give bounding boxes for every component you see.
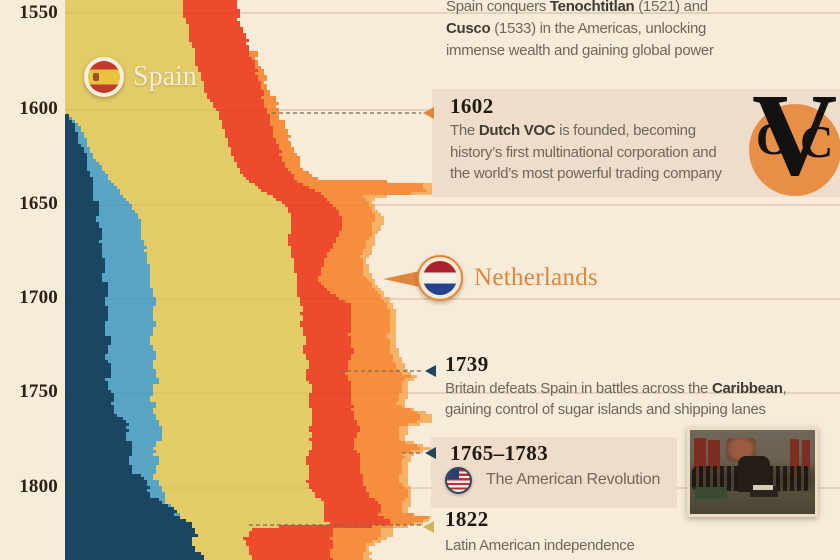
painting-table	[750, 486, 778, 497]
annotation-text: ,	[782, 380, 787, 397]
year-tick-1700: 1700	[19, 287, 58, 308]
annotation-line: Cusco (1533) in the Americas, unlocking	[446, 19, 706, 39]
voc-letter-O: O	[756, 113, 792, 164]
band-yellow	[65, 0, 330, 560]
spain-label: Spain	[84, 57, 197, 97]
annotation-line: history’s first multinational corporatio…	[450, 143, 717, 163]
annotation-text: The	[450, 122, 479, 139]
annotation-line: Britain defeats Spain in battles across …	[445, 379, 787, 399]
annotation-text: (1521) and	[634, 0, 708, 15]
us-flag-icon	[445, 467, 472, 494]
band-red	[183, 0, 390, 560]
netherlands-label: Netherlands	[417, 255, 598, 301]
annotation-bold-text: Cusco	[446, 20, 491, 37]
annotation-text: the world’s most powerful trading compan…	[450, 165, 722, 182]
painting-desk	[695, 487, 727, 499]
annotation-flag-text: The American Revolution	[486, 471, 661, 488]
painting-drape	[790, 439, 799, 475]
us-flag-canton	[447, 469, 459, 479]
voc-letter-V: V	[752, 69, 838, 200]
year-tick-1750: 1750	[19, 381, 58, 402]
annotation-line: the world’s most powerful trading compan…	[450, 164, 722, 184]
annotation-bold-text: Dutch VOC	[478, 122, 556, 139]
annotation-text: is founded, becoming	[555, 122, 696, 139]
event-pointer-voc-1602	[423, 107, 434, 119]
painting-drape	[802, 440, 810, 470]
netherlands-flag-icon	[417, 255, 463, 301]
band-lightblue	[65, 0, 204, 560]
annotation-line: Spain conquers Tenochtitlan (1521) and	[446, 0, 708, 17]
event-pointer-independence-1822	[423, 521, 434, 533]
spain-flag-emblem	[93, 73, 99, 81]
painting-documents	[753, 485, 773, 490]
netherlands-label-text: Netherlands	[474, 264, 599, 291]
annotation-title-independence-1822: 1822	[445, 507, 489, 531]
year-tick-1600: 1600	[19, 98, 58, 119]
annotation-title-voc-1602: 1602	[450, 94, 494, 118]
voc-logo-circle	[749, 104, 840, 196]
annotation-box-revolution-1765	[431, 437, 677, 508]
year-tick-1800: 1800	[19, 476, 58, 497]
painting-drape	[694, 438, 706, 474]
event-pointer-revolution-1765	[425, 447, 436, 459]
annotation-text: Britain defeats Spain in battles across …	[445, 380, 712, 397]
event-pointer-caribbean-1739	[425, 365, 436, 377]
annotation-title-revolution-1765: 1765–1783	[450, 441, 549, 465]
annotation-line: The Dutch VOC is founded, becoming	[450, 121, 696, 141]
netherlands-pointer	[383, 271, 420, 287]
band-navy	[65, 0, 204, 560]
band-orange	[237, 0, 429, 560]
annotation-text: immense wealth and gaining global power	[446, 42, 714, 59]
annotation-text: history’s first multinational corporatio…	[450, 143, 717, 161]
declaration-painting	[687, 427, 818, 517]
annotation-text: gaining control of sugar islands and shi…	[445, 401, 766, 418]
painting-drape	[708, 440, 720, 470]
year-tick-1650: 1650	[19, 193, 58, 214]
annotation-line: Latin American independence	[445, 536, 635, 556]
annotation-bold-text: Caribbean	[711, 380, 783, 397]
annotation-text: Latin American independence	[445, 537, 635, 554]
spain-flag-icon	[84, 57, 124, 97]
spain-label-text: Spain	[133, 61, 197, 92]
voc-letter-C: C	[800, 116, 834, 167]
annotation-bold-text: Tenochtitlan	[549, 0, 635, 15]
annotation-title-caribbean-1739: 1739	[445, 352, 489, 376]
year-tick-1550: 1550	[19, 2, 58, 23]
annotation-text: (1533) in the Americas, unlocking	[490, 20, 707, 37]
annotation-text: Spain conquers	[446, 0, 550, 15]
annotation-line: immense wealth and gaining global power	[446, 41, 714, 61]
annotation-line: gaining control of sugar islands and shi…	[445, 400, 766, 420]
